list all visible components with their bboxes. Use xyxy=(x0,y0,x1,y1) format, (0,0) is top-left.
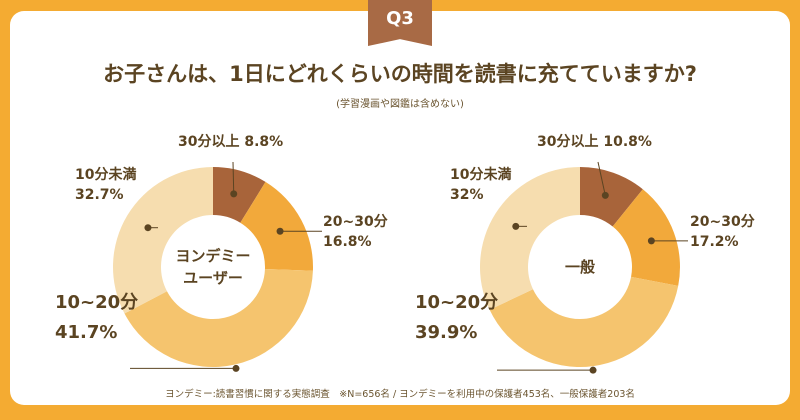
label-20-30: 20~30分 17.2% xyxy=(690,214,755,250)
donut-segment-3 xyxy=(480,167,580,310)
label-under10: 10分未満 32.7% xyxy=(75,167,137,203)
donut-segment-3 xyxy=(113,167,213,314)
label-30plus: 30分以上 8.8% xyxy=(178,134,284,150)
label-20-30: 20~30分 16.8% xyxy=(323,214,388,250)
question-badge: Q3 xyxy=(368,0,432,46)
chart-subtitle: (学習漫画や図鑑は含めない) xyxy=(336,99,464,110)
label-30plus: 30分以上 10.8% xyxy=(537,134,652,150)
label-10-20: 10~20分 39.9% xyxy=(415,292,499,343)
donut-segment-1 xyxy=(240,181,313,271)
donut-segment-2 xyxy=(489,276,679,367)
center-label-general: 一般 xyxy=(564,258,595,276)
label-under10: 10分未満 32% xyxy=(450,167,512,203)
donut-segment-1 xyxy=(612,189,680,286)
donut-segment-2 xyxy=(124,268,313,367)
donut-segment-0 xyxy=(213,167,266,223)
center-label-yondemy: ヨンデミー ユーザー xyxy=(175,247,251,287)
chart-title: お子さんは、1日にどれくらいの時間を読書に充てていますか? xyxy=(103,62,697,86)
footnote: ヨンデミー:読書習慣に関する実態調査 ※N=656名 / ヨンデミーを利用中の保… xyxy=(165,389,635,400)
leader-line xyxy=(232,161,235,194)
label-10-20: 10~20分 41.7% xyxy=(55,292,139,343)
leader-line xyxy=(597,161,606,196)
donut-segment-0 xyxy=(580,166,643,227)
